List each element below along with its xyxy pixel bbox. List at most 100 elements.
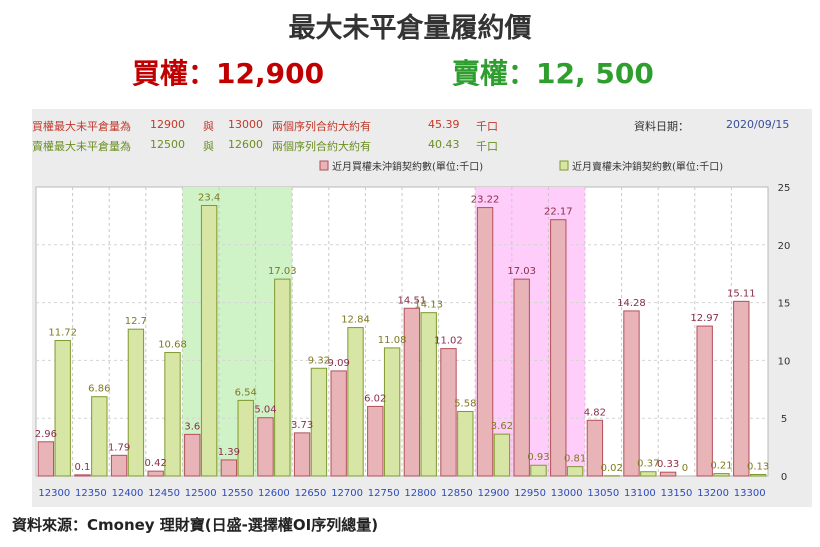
call-data-label: 1.39 bbox=[218, 447, 240, 458]
call-bar bbox=[513, 278, 530, 477]
x-tick-label: 12900 bbox=[478, 488, 510, 499]
call-info-prefix: 買權最大未平倉量為 bbox=[32, 120, 131, 133]
x-tick-label: 12450 bbox=[148, 488, 180, 499]
call-data-label: 4.82 bbox=[584, 407, 606, 418]
put-info-strike2: 12600 bbox=[228, 138, 263, 151]
put-data-label: 0.81 bbox=[564, 454, 586, 465]
call-info-unit: 千口 bbox=[476, 120, 498, 133]
put-bar bbox=[310, 367, 328, 477]
y-tick-label: 20 bbox=[778, 241, 791, 252]
put-bar bbox=[200, 204, 218, 477]
chart-legend: 近月買權未沖銷契約數(單位:千口) 近月賣權未沖銷契約數(單位:千口) bbox=[319, 160, 723, 173]
put-data-label: 0.37 bbox=[637, 459, 659, 470]
put-data-label: 12.7 bbox=[125, 316, 147, 327]
legend-put-swatch bbox=[559, 160, 569, 171]
put-max-oi-label: 賣權：12, 500 bbox=[452, 57, 654, 90]
call-bar bbox=[293, 432, 311, 477]
call-data-label: 14.28 bbox=[617, 298, 646, 309]
x-tick-label: 13050 bbox=[587, 488, 619, 499]
legend-call-swatch bbox=[319, 160, 329, 171]
call-bar bbox=[74, 474, 91, 477]
call-data-label: 12.97 bbox=[690, 313, 719, 324]
call-bar bbox=[367, 405, 384, 477]
call-data-label: 17.03 bbox=[507, 266, 536, 277]
put-bar bbox=[530, 464, 547, 477]
x-tick-label: 13300 bbox=[734, 488, 766, 499]
call-data-label: 9.09 bbox=[328, 358, 350, 369]
call-bar bbox=[476, 207, 494, 477]
x-tick-label: 12550 bbox=[221, 488, 253, 499]
data-source: 資料來源：Cmoney 理財寶(日盛-選擇權OI序列總量) bbox=[12, 516, 379, 534]
call-data-label: 5.04 bbox=[254, 405, 276, 416]
put-data-label: 0.21 bbox=[710, 461, 732, 472]
call-info-desc: 兩個序列合約大約有 bbox=[272, 120, 371, 133]
put-bar bbox=[347, 327, 364, 477]
x-tick-label: 12600 bbox=[258, 488, 290, 499]
put-bar bbox=[127, 328, 145, 477]
put-data-label: 5.58 bbox=[454, 398, 476, 409]
page-title: 最大未平倉量履約價 bbox=[288, 13, 532, 44]
put-data-label: 17.03 bbox=[268, 266, 297, 277]
highlight-call-range bbox=[475, 187, 585, 476]
x-tick-label: 12350 bbox=[75, 488, 107, 499]
call-bar bbox=[403, 307, 421, 477]
call-data-label: 0.42 bbox=[145, 458, 167, 469]
call-data-label: 23.22 bbox=[471, 195, 500, 206]
call-bar bbox=[220, 459, 238, 477]
put-data-label: 6.54 bbox=[235, 387, 257, 398]
legend-put-label: 近月賣權未沖銷契約數(單位:千口) bbox=[572, 160, 723, 173]
y-tick-label: 10 bbox=[778, 356, 791, 367]
put-bar bbox=[164, 352, 181, 477]
y-tick-label: 5 bbox=[781, 414, 787, 425]
x-tick-label: 12800 bbox=[404, 488, 436, 499]
put-data-label: 9.32 bbox=[308, 355, 330, 366]
put-data-label: 0.02 bbox=[601, 463, 623, 474]
put-data-label: 10.68 bbox=[158, 340, 187, 351]
put-bar bbox=[420, 312, 437, 477]
y-tick-label: 25 bbox=[778, 183, 791, 194]
call-data-label: 1.79 bbox=[108, 442, 130, 453]
put-bar bbox=[54, 340, 71, 477]
x-tick-label: 12950 bbox=[514, 488, 546, 499]
put-info-unit: 千口 bbox=[476, 140, 498, 153]
call-data-label: 2.96 bbox=[35, 429, 57, 440]
call-data-label: 11.02 bbox=[434, 336, 463, 347]
put-data-label: 0.93 bbox=[527, 452, 549, 463]
put-data-label: 12.84 bbox=[341, 315, 370, 326]
call-info-strike1: 12900 bbox=[150, 118, 185, 131]
call-info-strike2: 13000 bbox=[228, 118, 263, 131]
call-bar bbox=[37, 441, 55, 477]
put-bar bbox=[91, 396, 108, 477]
x-tick-label: 13100 bbox=[624, 488, 656, 499]
call-info-value: 45.39 bbox=[428, 118, 460, 131]
y-tick-label: 15 bbox=[778, 299, 791, 310]
put-bar bbox=[640, 471, 657, 477]
put-info-desc: 兩個序列合約大約有 bbox=[272, 140, 371, 153]
call-data-label: 0.1 bbox=[75, 462, 91, 473]
put-bar bbox=[749, 473, 767, 477]
x-tick-label: 13000 bbox=[551, 488, 583, 499]
x-tick-label: 12700 bbox=[331, 488, 363, 499]
call-bar bbox=[659, 471, 677, 477]
put-data-label: 3.62 bbox=[491, 421, 513, 432]
put-info-conj: 與 bbox=[203, 140, 214, 153]
put-bar bbox=[383, 347, 401, 477]
call-info-conj: 與 bbox=[203, 120, 214, 133]
x-tick-label: 12750 bbox=[368, 488, 400, 499]
put-data-label: 0.13 bbox=[747, 461, 769, 472]
call-max-oi-label: 買權：12,900 bbox=[132, 57, 325, 90]
call-data-label: 3.73 bbox=[291, 420, 313, 431]
put-bar bbox=[237, 399, 254, 477]
y-tick-label: 0 bbox=[781, 472, 787, 483]
x-tick-label: 12650 bbox=[295, 488, 327, 499]
highlight-put-range bbox=[182, 187, 293, 476]
call-data-label: 15.11 bbox=[727, 288, 756, 299]
call-data-label: 3.6 bbox=[184, 421, 200, 432]
call-data-label: 6.02 bbox=[364, 393, 386, 404]
x-tick-label: 12400 bbox=[112, 488, 144, 499]
put-data-label: 14.13 bbox=[414, 300, 443, 311]
put-bar bbox=[493, 433, 511, 477]
call-bar bbox=[550, 219, 567, 477]
put-data-label: 0 bbox=[682, 463, 688, 474]
